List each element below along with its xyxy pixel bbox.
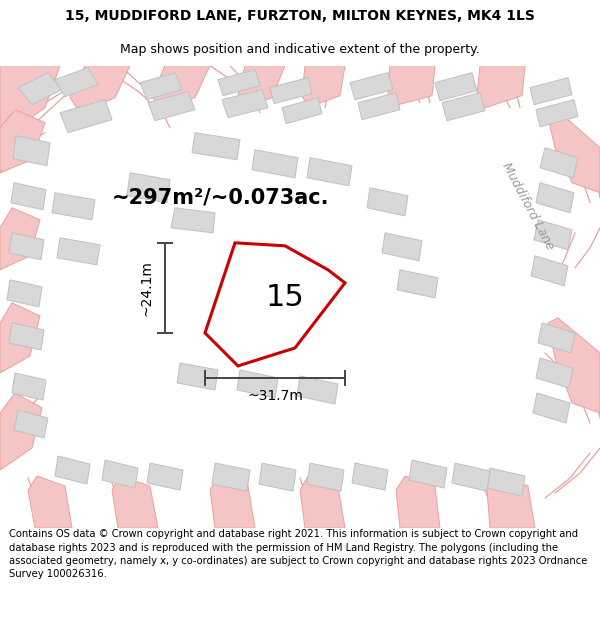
Polygon shape [270, 78, 312, 104]
Polygon shape [396, 476, 440, 528]
Polygon shape [487, 476, 535, 528]
Text: 15, MUDDIFORD LANE, FURZTON, MILTON KEYNES, MK4 1LS: 15, MUDDIFORD LANE, FURZTON, MILTON KEYN… [65, 9, 535, 23]
Polygon shape [177, 363, 218, 390]
Polygon shape [388, 66, 435, 106]
Polygon shape [548, 318, 600, 413]
Polygon shape [536, 99, 578, 127]
Text: ~31.7m: ~31.7m [247, 389, 303, 403]
Text: Contains OS data © Crown copyright and database right 2021. This information is : Contains OS data © Crown copyright and d… [9, 529, 587, 579]
Polygon shape [55, 68, 98, 97]
Text: Muddiford Lane: Muddiford Lane [499, 160, 557, 252]
Polygon shape [282, 98, 322, 124]
Polygon shape [237, 370, 278, 398]
Polygon shape [382, 232, 422, 261]
Polygon shape [70, 66, 130, 112]
Polygon shape [350, 72, 393, 99]
Polygon shape [127, 173, 170, 203]
Text: Map shows position and indicative extent of the property.: Map shows position and indicative extent… [120, 42, 480, 56]
Polygon shape [148, 92, 195, 121]
Polygon shape [297, 376, 338, 404]
Polygon shape [14, 410, 48, 438]
Polygon shape [409, 460, 447, 488]
Polygon shape [0, 109, 45, 173]
Text: ~24.1m: ~24.1m [140, 260, 154, 316]
Polygon shape [300, 476, 345, 528]
Polygon shape [112, 476, 158, 528]
Polygon shape [0, 66, 60, 132]
Polygon shape [11, 182, 46, 210]
Polygon shape [452, 463, 490, 491]
Polygon shape [538, 323, 575, 353]
Polygon shape [52, 192, 95, 220]
Polygon shape [55, 456, 90, 484]
Polygon shape [435, 72, 477, 101]
Polygon shape [534, 220, 572, 250]
Polygon shape [442, 92, 485, 121]
Polygon shape [536, 182, 574, 213]
Polygon shape [210, 476, 255, 528]
Polygon shape [536, 358, 573, 388]
Polygon shape [192, 132, 240, 160]
Polygon shape [533, 393, 570, 423]
Polygon shape [0, 303, 40, 373]
Polygon shape [252, 150, 298, 178]
Polygon shape [212, 463, 250, 491]
Polygon shape [238, 66, 285, 108]
Polygon shape [152, 66, 210, 109]
Polygon shape [358, 92, 400, 119]
Polygon shape [171, 208, 215, 232]
Text: ~297m²/~0.073ac.: ~297m²/~0.073ac. [111, 188, 329, 208]
Polygon shape [540, 148, 578, 178]
Polygon shape [530, 78, 572, 104]
Polygon shape [302, 66, 345, 108]
Polygon shape [352, 463, 388, 490]
Polygon shape [13, 136, 50, 166]
Polygon shape [397, 270, 438, 298]
Polygon shape [367, 188, 408, 216]
Polygon shape [9, 232, 44, 260]
Polygon shape [102, 460, 138, 488]
Polygon shape [0, 393, 42, 470]
Polygon shape [60, 99, 112, 132]
Polygon shape [0, 208, 40, 270]
Polygon shape [531, 256, 568, 286]
Polygon shape [307, 463, 344, 491]
Polygon shape [7, 280, 42, 307]
Polygon shape [147, 463, 183, 490]
Polygon shape [140, 72, 182, 99]
Polygon shape [9, 323, 44, 350]
Polygon shape [477, 66, 525, 108]
Polygon shape [222, 89, 268, 118]
Polygon shape [28, 476, 72, 528]
Polygon shape [18, 72, 62, 104]
Polygon shape [548, 112, 600, 192]
Polygon shape [487, 468, 525, 496]
Polygon shape [259, 463, 296, 491]
Polygon shape [12, 373, 46, 400]
Text: 15: 15 [266, 283, 304, 312]
Polygon shape [218, 69, 260, 96]
Polygon shape [307, 158, 352, 186]
Polygon shape [57, 238, 100, 265]
